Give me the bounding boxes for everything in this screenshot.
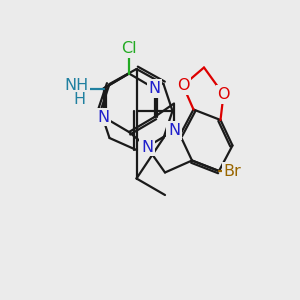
Text: Br: Br <box>224 164 242 178</box>
Text: N: N <box>148 81 160 96</box>
Text: N: N <box>168 123 180 138</box>
Text: N: N <box>141 140 153 154</box>
Text: NH: NH <box>64 78 88 93</box>
Text: O: O <box>217 87 230 102</box>
Text: N: N <box>98 110 110 124</box>
Text: O: O <box>177 78 189 93</box>
Text: Cl: Cl <box>121 41 137 56</box>
Text: H: H <box>74 92 86 107</box>
